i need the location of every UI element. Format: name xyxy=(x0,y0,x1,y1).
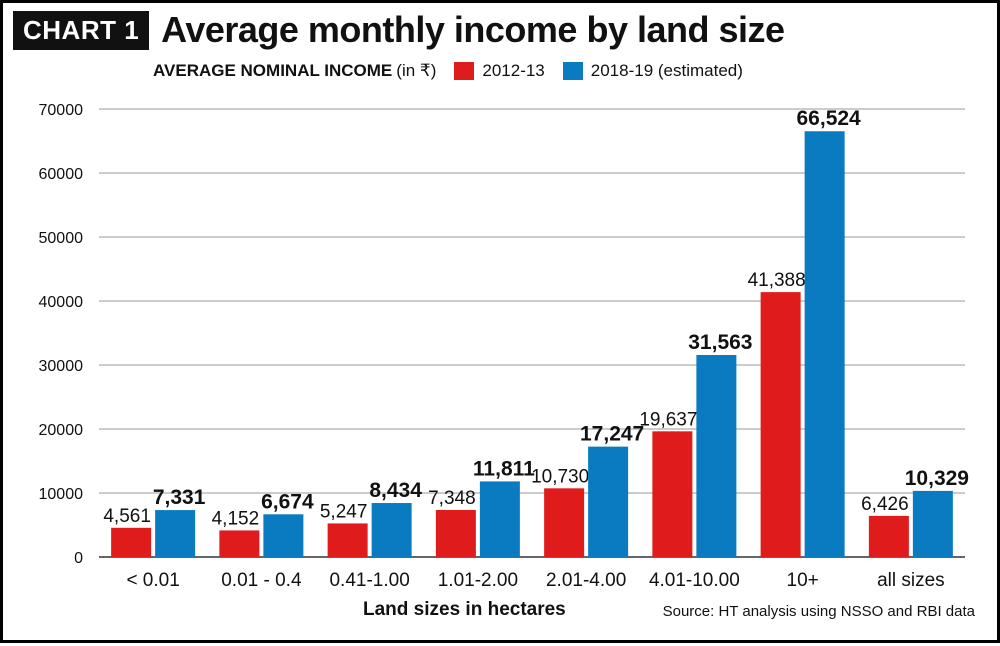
chart-title: Average monthly income by land size xyxy=(161,9,785,50)
bar-2018-19 xyxy=(588,446,629,557)
data-label-2012-13: 4,152 xyxy=(212,508,260,529)
legend-swatch-2018-19 xyxy=(562,62,583,80)
legend-unit: (in ₹) xyxy=(396,61,437,80)
bar-2012-13 xyxy=(652,431,693,557)
y-tick-label: 60000 xyxy=(39,166,84,183)
data-label-2018-19: 17,247 xyxy=(580,423,644,446)
source-note: Source: HT analysis using NSSO and RBI d… xyxy=(662,603,975,620)
bar-2012-13 xyxy=(760,292,801,557)
bar-2018-19 xyxy=(371,503,412,557)
data-label-2012-13: 6,426 xyxy=(861,494,909,515)
chart-header: CHART 1 Average monthly income by land s… xyxy=(13,9,785,51)
bar-2012-13 xyxy=(544,488,585,557)
y-tick-label: 30000 xyxy=(39,358,84,375)
x-tick-label: 1.01-2.00 xyxy=(438,570,518,591)
bar-2018-19 xyxy=(155,510,196,557)
bar-2018-19 xyxy=(804,131,845,557)
bar-2018-19 xyxy=(263,514,304,557)
data-label-2012-13: 10,730 xyxy=(531,466,589,487)
bar-2018-19 xyxy=(696,354,737,557)
bar-2012-13 xyxy=(219,530,260,557)
x-tick-label: 0.01 - 0.4 xyxy=(221,570,302,591)
bar-2012-13 xyxy=(327,523,368,557)
data-label-2012-13: 5,247 xyxy=(320,501,368,522)
x-tick-label: 4.01-10.00 xyxy=(649,570,740,591)
x-tick-label: 0.41-1.00 xyxy=(329,570,409,591)
y-tick-label: 50000 xyxy=(39,230,84,247)
bar-2012-13 xyxy=(111,527,152,557)
data-label-2018-19: 66,524 xyxy=(797,107,862,130)
bar-2018-19 xyxy=(479,481,520,557)
legend-swatch-2012-13 xyxy=(454,62,475,80)
data-label-2012-13: 4,561 xyxy=(103,506,151,527)
legend: AVERAGE NOMINAL INCOME (in ₹) 2012-13 20… xyxy=(153,61,743,81)
x-tick-label: < 0.01 xyxy=(126,570,179,591)
bar-2012-13 xyxy=(435,509,476,557)
bar-chart: 0 10000 20000 30000 40000 50000 60000 70000 < 0.… xyxy=(39,102,969,591)
y-tick-label: 0 xyxy=(74,550,83,567)
y-tick-label: 10000 xyxy=(39,486,84,503)
data-label-2012-13: 7,348 xyxy=(428,488,476,509)
bar-2012-13 xyxy=(868,515,909,557)
data-label-2012-13: 19,637 xyxy=(639,409,697,430)
data-label-2018-19: 6,674 xyxy=(261,490,314,513)
x-tick-label: 10+ xyxy=(787,570,819,591)
y-tick-label: 40000 xyxy=(39,294,84,311)
legend-subtitle: AVERAGE NOMINAL INCOME xyxy=(153,61,393,80)
x-tick-label: all sizes xyxy=(877,570,945,591)
legend-label-2018-19: 2018-19 (estimated) xyxy=(590,61,743,80)
y-tick-label: 20000 xyxy=(39,422,84,439)
x-axis-label: Land sizes in hectares xyxy=(363,599,566,620)
data-label-2018-19: 7,331 xyxy=(153,486,206,509)
bar-2018-19 xyxy=(912,490,953,557)
x-tick-label: 2.01-4.00 xyxy=(546,570,626,591)
legend-label-2012-13: 2012-13 xyxy=(482,61,545,80)
data-label-2018-19: 8,434 xyxy=(369,479,422,502)
data-label-2018-19: 10,329 xyxy=(905,467,969,490)
chart-tag: CHART 1 xyxy=(13,10,150,50)
y-tick-label: 70000 xyxy=(39,102,84,119)
data-label-2018-19: 11,811 xyxy=(473,457,535,480)
data-label-2012-13: 41,388 xyxy=(748,270,806,291)
data-label-2018-19: 31,563 xyxy=(688,331,752,354)
